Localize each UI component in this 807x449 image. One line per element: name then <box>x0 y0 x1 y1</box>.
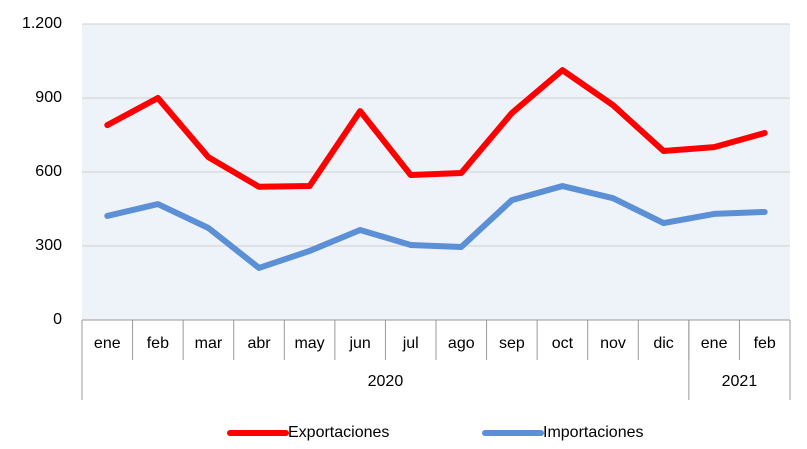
data-line <box>104 67 768 190</box>
x-tick-label: oct <box>552 335 574 352</box>
x-tick-label: nov <box>600 335 626 352</box>
x-tick-label: feb <box>754 335 776 352</box>
x-tick-label: may <box>294 335 324 352</box>
x-tick-label: ene <box>701 335 728 352</box>
x-tick-label: sep <box>499 335 525 352</box>
x-tick-label: mar <box>195 335 223 352</box>
group-label: 2021 <box>722 373 758 390</box>
y-tick-label: 0 <box>53 311 62 328</box>
legend-label: Exportaciones <box>288 424 389 441</box>
x-tick-label: dic <box>653 335 673 352</box>
legend-label: Importaciones <box>543 424 644 441</box>
group-label: 2020 <box>368 373 404 390</box>
x-tick-label: jul <box>402 335 419 352</box>
data-line <box>104 183 768 271</box>
x-tick-label: ago <box>448 335 475 352</box>
x-tick-label: ene <box>94 335 121 352</box>
y-tick-label: 1.200 <box>22 15 62 32</box>
y-tick-label: 600 <box>35 163 62 180</box>
x-tick-label: jun <box>348 335 370 352</box>
x-tick-label: abr <box>247 335 271 352</box>
y-tick-label: 900 <box>35 89 62 106</box>
y-tick-label: 300 <box>35 237 62 254</box>
x-tick-label: feb <box>147 335 169 352</box>
